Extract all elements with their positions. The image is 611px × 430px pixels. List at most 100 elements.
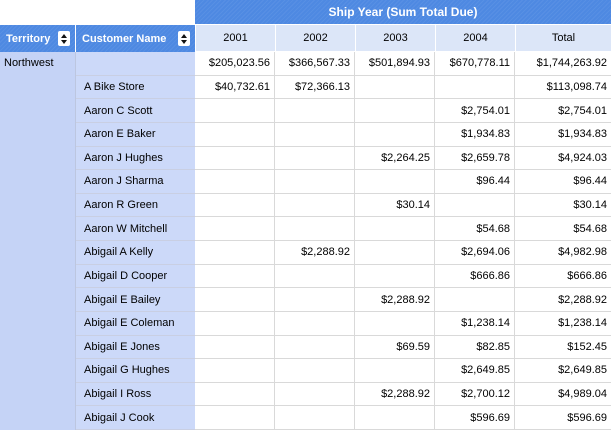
value-cell [355,217,435,241]
year-column-header-2003: 2003 [355,25,435,52]
value-cell [355,75,435,100]
value-cell: $205,023.56 [195,52,275,76]
customer-name-cell: Aaron C Scott [76,99,195,123]
value-cell [195,311,275,336]
value-cell [275,406,355,430]
value-cell [435,75,515,100]
value-cell [275,193,355,218]
value-cell [355,406,435,430]
value-cell [275,288,355,312]
value-cell [195,193,275,218]
territory-column-header: Territory [0,25,76,52]
year-column-header-2002: 2002 [275,25,355,52]
customer-name-cell: Abigail D Cooper [76,264,195,289]
customer-name-cell: Abigail E Coleman [76,311,195,336]
total-column-header: Total [515,25,611,52]
value-cell: $69.59 [355,335,435,360]
customer-name-cell: Abigail E Jones [76,335,195,360]
customer-name-cell: Abigail A Kelly [76,241,195,265]
value-cell: $666.86 [435,264,515,289]
value-cell [195,406,275,430]
total-value-cell: $152.45 [515,335,611,360]
value-cell: $30.14 [355,193,435,218]
value-cell [275,146,355,171]
value-cell: $670,778.11 [435,52,515,76]
customer-sort-icon[interactable] [178,31,190,46]
value-cell [195,170,275,194]
value-cell [275,170,355,194]
value-cell [275,335,355,360]
value-cell: $2,649.85 [435,359,515,383]
total-value-cell: $4,982.98 [515,241,611,265]
value-cell: $2,264.25 [355,146,435,171]
customer-name-cell: A Bike Store [76,75,195,100]
value-cell [275,99,355,123]
territory-sort-icon[interactable] [58,31,70,46]
value-cell [195,335,275,360]
value-cell: $40,732.61 [195,75,275,100]
value-cell [435,193,515,218]
total-value-cell: $2,649.85 [515,359,611,383]
value-cell [195,217,275,241]
value-cell [195,359,275,383]
total-value-cell: $1,238.14 [515,311,611,336]
value-cell: $2,694.06 [435,241,515,265]
value-cell [275,382,355,407]
value-cell: $2,659.78 [435,146,515,171]
customer-name-cell: Aaron W Mitchell [76,217,195,241]
customer-name-cell: Aaron J Hughes [76,146,195,171]
total-value-cell: $596.69 [515,406,611,430]
value-cell [275,359,355,383]
value-cell: $2,288.92 [355,288,435,312]
value-cell: $596.69 [435,406,515,430]
column-group-header: Ship Year (Sum Total Due) [195,0,611,25]
value-cell [275,264,355,289]
value-cell: $1,934.83 [435,122,515,147]
territory-cell: Northwest [0,52,76,430]
value-cell [195,264,275,289]
corner-spacer [0,0,195,25]
total-value-cell: $666.86 [515,264,611,289]
value-cell: $72,366.13 [275,75,355,100]
total-value-cell: $54.68 [515,217,611,241]
value-cell: $82.85 [435,335,515,360]
value-cell: $1,238.14 [435,311,515,336]
value-cell: $2,700.12 [435,382,515,407]
customer-name-cell: Aaron J Sharma [76,170,195,194]
year-column-header-2001: 2001 [195,25,275,52]
value-cell [355,170,435,194]
value-cell [195,122,275,147]
customer-name-cell: Abigail I Ross [76,382,195,407]
value-cell [195,99,275,123]
customer-name-cell [76,52,195,76]
value-cell [275,217,355,241]
total-value-cell: $1,934.83 [515,122,611,147]
total-value-cell: $4,989.04 [515,382,611,407]
customer-name-cell: Abigail G Hughes [76,359,195,383]
value-cell [355,359,435,383]
total-value-cell: $30.14 [515,193,611,218]
value-cell [195,146,275,171]
value-cell [355,122,435,147]
year-column-header-2004: 2004 [435,25,515,52]
total-value-cell: $96.44 [515,170,611,194]
value-cell: $501,894.93 [355,52,435,76]
value-cell [355,241,435,265]
customer-name-cell: Aaron E Baker [76,122,195,147]
customer-name-column-header: Customer Name [76,25,195,52]
value-cell [195,382,275,407]
value-cell: $366,567.33 [275,52,355,76]
value-cell: $54.68 [435,217,515,241]
value-cell [275,311,355,336]
customer-name-cell: Abigail J Cook [76,406,195,430]
total-value-cell: $4,924.03 [515,146,611,171]
value-cell [275,122,355,147]
value-cell [355,99,435,123]
value-cell: $2,288.92 [275,241,355,265]
total-value-cell: $2,288.92 [515,288,611,312]
value-cell [355,264,435,289]
total-value-cell: $1,744,263.92 [515,52,611,76]
territory-header-label: Territory [6,32,51,45]
